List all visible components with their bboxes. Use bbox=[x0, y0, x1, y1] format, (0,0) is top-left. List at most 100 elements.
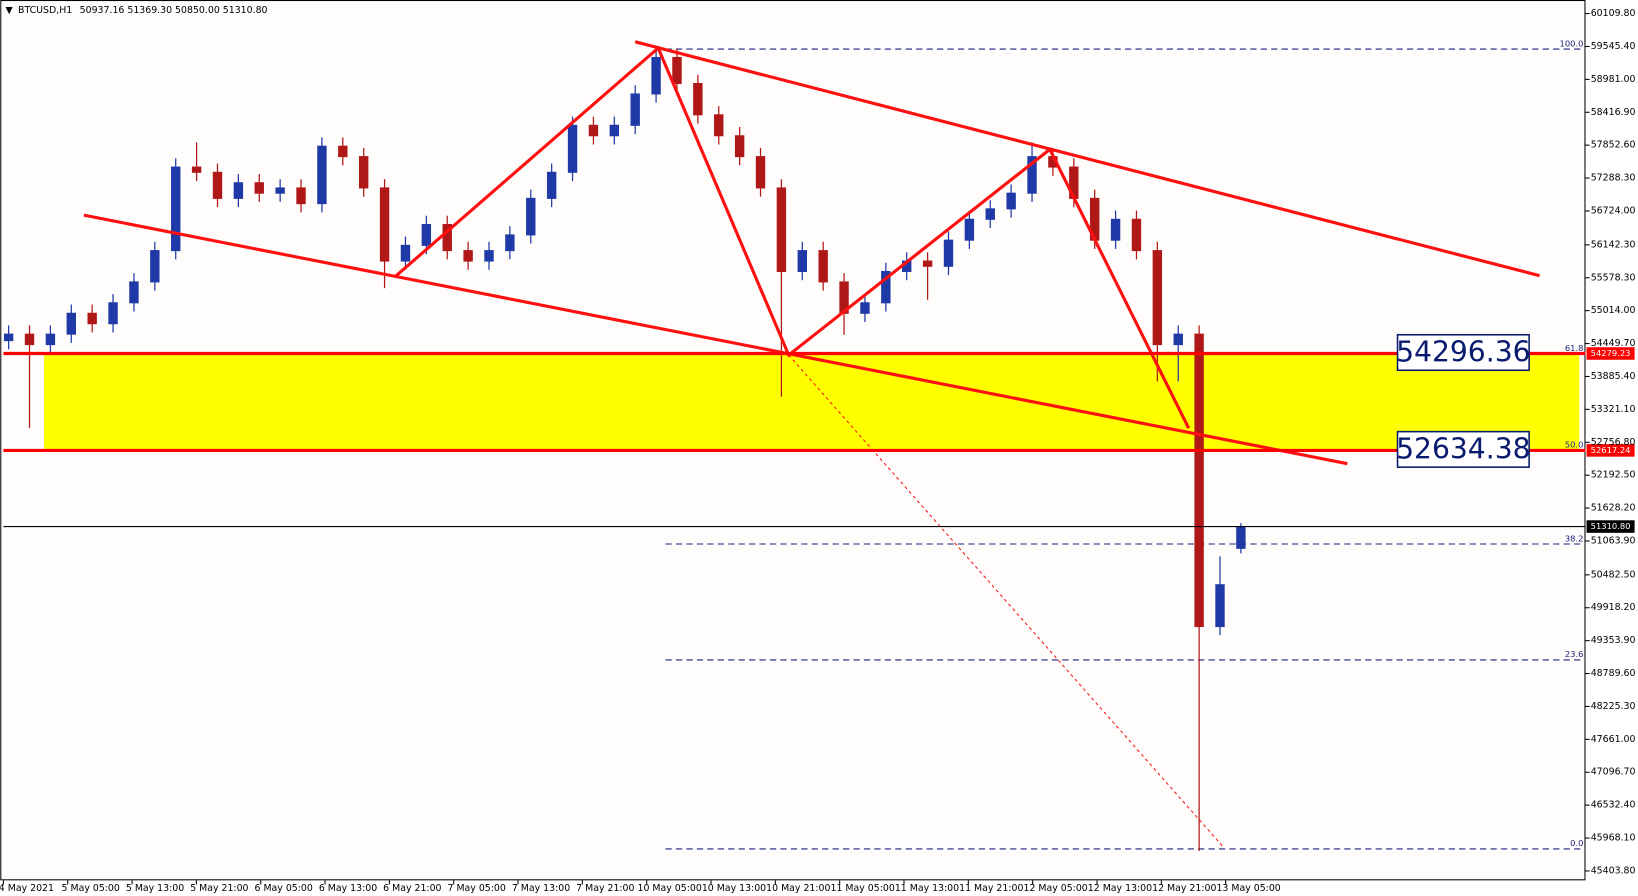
candle-body bbox=[358, 156, 369, 189]
candle-body bbox=[87, 312, 97, 325]
candle-body bbox=[129, 281, 139, 304]
quote: 50937.16 51369.30 50850.00 51310.80 bbox=[80, 5, 268, 16]
y-tick-label: 55014.00 bbox=[1591, 305, 1636, 316]
zone-layer bbox=[44, 353, 1580, 451]
candle-body bbox=[588, 124, 599, 137]
x-tick-label: 6 May 05:00 bbox=[255, 883, 313, 894]
candle-body bbox=[254, 182, 264, 194]
price-tag-label: 54279.23 bbox=[1591, 348, 1631, 358]
x-tick-label: 10 May 21:00 bbox=[766, 883, 830, 894]
candle-body bbox=[776, 187, 787, 273]
candle-body bbox=[1215, 584, 1225, 628]
y-tick-label: 52192.50 bbox=[1591, 470, 1636, 481]
price-tag-label: 51310.80 bbox=[1591, 521, 1631, 531]
x-tick-label: 12 May 21:00 bbox=[1152, 883, 1216, 894]
y-tick-label: 59545.40 bbox=[1591, 41, 1636, 52]
candle-body bbox=[1110, 218, 1121, 241]
candle-body bbox=[755, 156, 766, 189]
x-tick-label: 12 May 05:00 bbox=[1023, 883, 1087, 894]
candle-body bbox=[463, 250, 473, 262]
candle-body bbox=[1194, 333, 1204, 628]
x-tick-label: 11 May 21:00 bbox=[959, 883, 1023, 894]
candle-body bbox=[734, 135, 745, 158]
candle-body bbox=[171, 166, 181, 252]
y-tick-label: 50482.50 bbox=[1591, 569, 1636, 580]
x-tick-label: 6 May 21:00 bbox=[383, 883, 441, 894]
candle-body bbox=[191, 166, 202, 173]
y-tick-label: 53321.10 bbox=[1591, 404, 1636, 415]
y-tick-label: 47661.00 bbox=[1591, 734, 1636, 745]
trend-line bbox=[634, 40, 1540, 278]
candle-body bbox=[296, 187, 306, 205]
candle-body bbox=[275, 187, 285, 194]
trend-line bbox=[83, 213, 1348, 466]
candle-body bbox=[505, 234, 515, 252]
fib-label: 61.8 bbox=[1565, 343, 1584, 353]
y-tick-label: 45403.80 bbox=[1591, 865, 1636, 876]
candle-body bbox=[317, 145, 327, 205]
candle-body bbox=[108, 302, 118, 325]
y-tick-label: 52756.80 bbox=[1591, 437, 1636, 448]
candle-body bbox=[1236, 526, 1246, 549]
fib-label: 50.0 bbox=[1565, 440, 1584, 450]
candle-body bbox=[881, 270, 891, 304]
candle-body bbox=[693, 82, 703, 116]
y-tick-label: 57288.30 bbox=[1591, 173, 1636, 184]
y-tick-label: 53885.40 bbox=[1591, 371, 1636, 382]
y-tick-label: 56142.30 bbox=[1591, 239, 1636, 250]
candle-body bbox=[1006, 192, 1016, 210]
candle-body bbox=[338, 145, 348, 158]
y-tick-label: 60109.80 bbox=[1591, 8, 1636, 19]
price-tag bbox=[1586, 520, 1635, 533]
fib-label: 0.0 bbox=[1570, 838, 1583, 848]
candle-body bbox=[985, 208, 995, 220]
y-tick-label: 49353.90 bbox=[1591, 635, 1636, 646]
x-tick-label: 10 May 13:00 bbox=[702, 883, 766, 894]
candle-body bbox=[1152, 250, 1163, 346]
candle-body bbox=[546, 171, 557, 199]
x-tick-label: 5 May 05:00 bbox=[62, 883, 120, 894]
y-tick-label: 56724.00 bbox=[1591, 205, 1636, 216]
fib-label: 100.0 bbox=[1560, 38, 1584, 48]
candle-body bbox=[442, 223, 452, 252]
candle-body bbox=[797, 250, 807, 273]
candle-body bbox=[860, 302, 870, 314]
y-tick-label: 58416.90 bbox=[1591, 107, 1636, 118]
x-tick-label: 7 May 21:00 bbox=[576, 883, 634, 894]
y-tick-label: 49918.20 bbox=[1591, 602, 1636, 613]
candle-layer bbox=[3, 48, 1246, 851]
candle-body bbox=[922, 260, 933, 267]
y-tick-label: 48789.60 bbox=[1591, 668, 1636, 679]
x-tick-label: 7 May 05:00 bbox=[448, 883, 506, 894]
price-tag-label: 52617.24 bbox=[1591, 445, 1631, 455]
candle-body bbox=[45, 333, 56, 346]
y-tick-label: 51628.20 bbox=[1591, 503, 1636, 514]
x-tick-label: 5 May 21:00 bbox=[190, 883, 248, 894]
price-tag bbox=[1586, 444, 1635, 457]
price-box bbox=[1396, 333, 1530, 372]
y-tick-label: 47096.70 bbox=[1591, 767, 1636, 778]
price-box-label: 52634.38 bbox=[1396, 432, 1531, 465]
candle-body bbox=[484, 250, 494, 262]
candle-body bbox=[400, 244, 411, 262]
x-tick-label: 4 May 2021 bbox=[0, 883, 54, 894]
candle-body bbox=[212, 171, 223, 199]
candle-body bbox=[1173, 333, 1183, 346]
y-tick-label: 57852.60 bbox=[1591, 140, 1636, 151]
candle-body bbox=[964, 218, 975, 241]
candle-body bbox=[1131, 218, 1142, 252]
candle-body bbox=[233, 182, 244, 199]
x-tick-label: 12 May 13:00 bbox=[1088, 883, 1152, 894]
fib-label: 23.6 bbox=[1565, 649, 1584, 659]
candle-body bbox=[24, 333, 35, 346]
y-tick-label: 51063.90 bbox=[1591, 535, 1636, 546]
y-tick-label: 48225.30 bbox=[1591, 701, 1636, 712]
y-tick-label: 45968.10 bbox=[1591, 833, 1636, 844]
fib-label: 38.2 bbox=[1565, 533, 1584, 543]
support-zone bbox=[44, 353, 1580, 451]
x-tick-label: 5 May 13:00 bbox=[126, 883, 184, 894]
y-tick-label: 58981.00 bbox=[1591, 74, 1636, 85]
candle-body bbox=[818, 250, 828, 283]
candle-body bbox=[567, 124, 578, 173]
candle-body bbox=[379, 187, 390, 262]
